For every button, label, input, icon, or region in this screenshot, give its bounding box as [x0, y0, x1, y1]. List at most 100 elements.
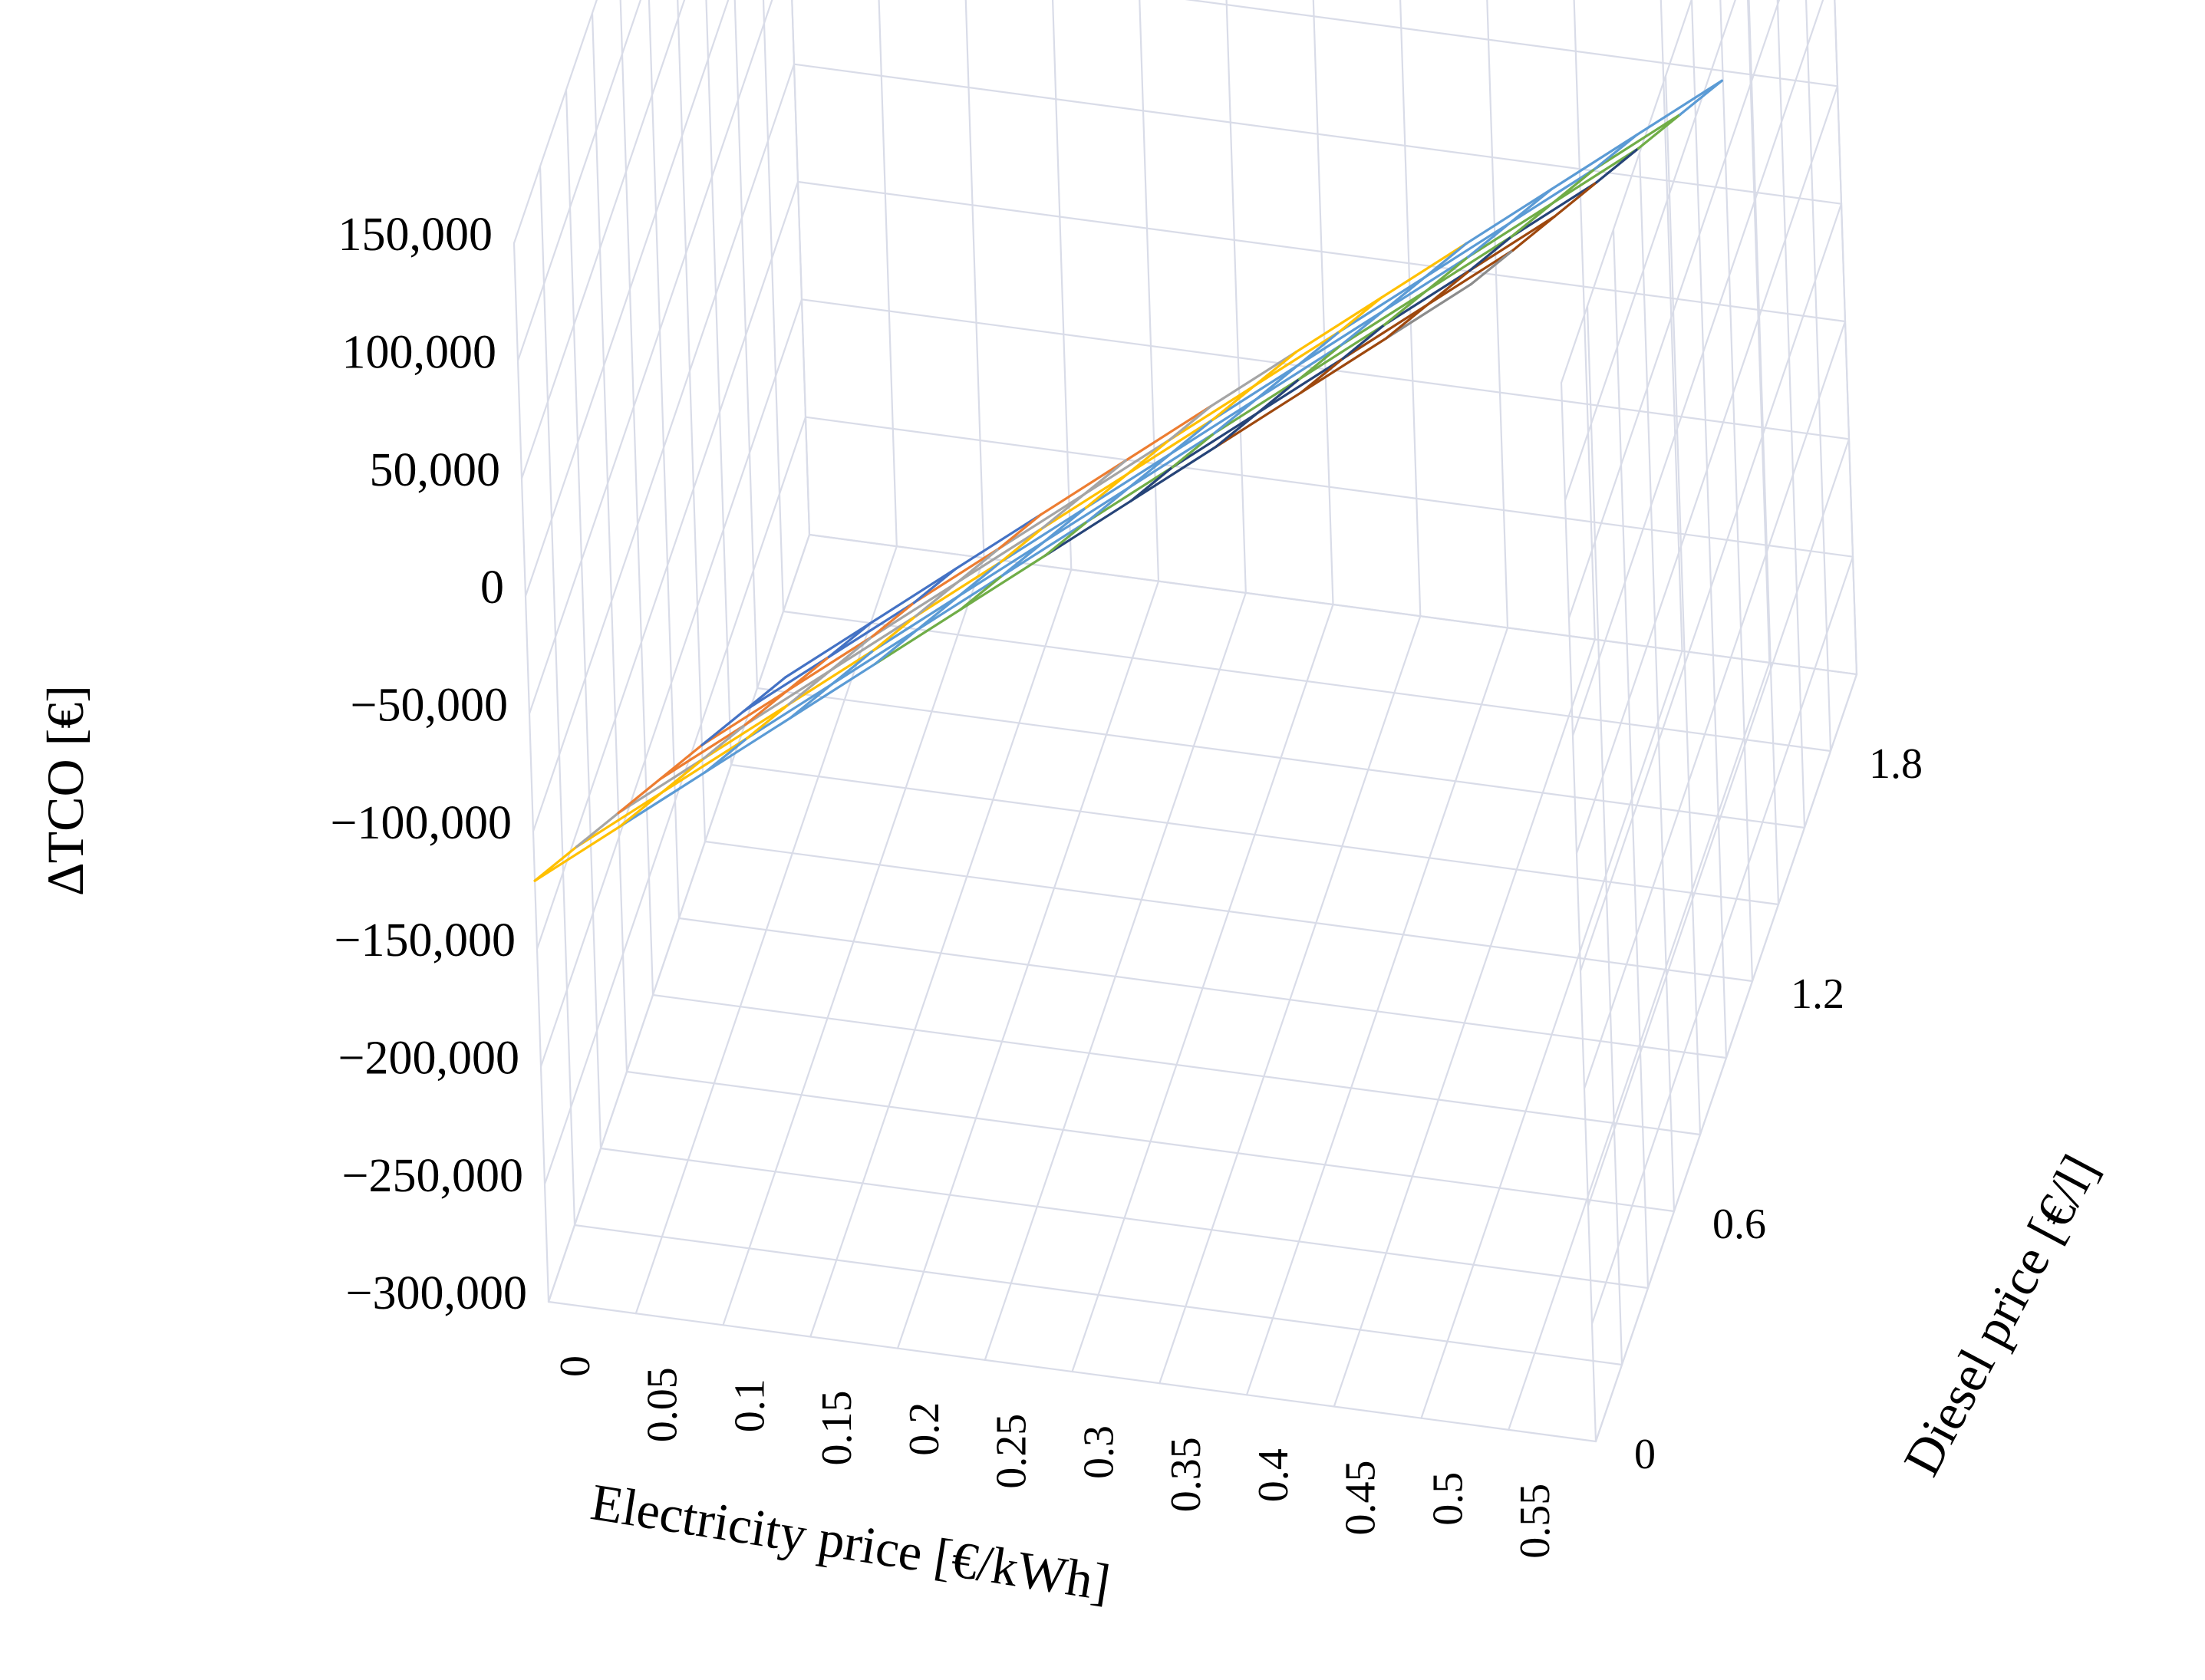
z-tick-label: 100,000: [342, 327, 497, 379]
left-wall-gridline-z: [536, 180, 799, 950]
surface-segment: [999, 506, 1087, 564]
surface-segment: [1253, 351, 1298, 387]
surface-segment: [618, 771, 707, 828]
right-wall-gridline-y: [1776, 0, 1806, 829]
surface-segment: [1041, 473, 1129, 530]
surface-segment: [743, 669, 832, 726]
surface-segment: [1168, 384, 1256, 442]
surface-segment: [1213, 377, 1301, 435]
floor-gridline-y: [704, 840, 1754, 983]
surface-segment: [957, 540, 1046, 598]
grid-layer: [513, 0, 1858, 1443]
surface-segment: [1256, 377, 1301, 414]
surface-segment: [1040, 459, 1128, 516]
surface-segment: [1384, 303, 1429, 340]
z-tick-label: 150,000: [338, 209, 493, 261]
right-wall-gridline-y: [1638, 151, 1676, 1213]
surface-segment: [1044, 499, 1132, 557]
surface-segment: [1426, 269, 1472, 306]
back-wall-gridline-x: [1225, 0, 1247, 594]
surface-segment: [1126, 418, 1215, 476]
surface-segment: [1043, 486, 1131, 543]
surface-segment: [1211, 364, 1300, 421]
right-wall-gridline-z: [1567, 0, 1781, 619]
surface-segment: [915, 574, 1004, 631]
left-wall-gridline-z: [528, 0, 773, 715]
surface-segment: [743, 689, 789, 726]
surface-segment: [999, 526, 1044, 564]
surface-segment: [1297, 344, 1343, 380]
surface-segment: [787, 669, 832, 706]
back-wall-gridline-x: [1747, 0, 1771, 664]
left-wall-gridline-z: [532, 63, 796, 832]
left-wall-gridline-y: [591, 12, 628, 1073]
back-wall-gridline-x: [1573, 0, 1596, 641]
surface-segment: [1211, 384, 1256, 421]
right-wall-gridline-y: [1748, 0, 1780, 906]
surface-segment: [786, 635, 874, 693]
right-wall-gridline-z: [1560, 0, 1692, 384]
back-wall-gridline-x: [1312, 0, 1334, 606]
surface-segment: [912, 567, 957, 604]
surface-segment: [871, 601, 915, 638]
surface-segment: [1297, 323, 1386, 380]
surface-segment: [872, 614, 917, 652]
surface-segment: [1044, 520, 1089, 557]
left-wall-gridline-z: [520, 0, 686, 479]
floor-gridline-y: [756, 687, 1806, 829]
z-tick-label: −250,000: [342, 1150, 523, 1202]
surface-segment: [915, 595, 961, 631]
left-wall-gridline-y: [705, 0, 733, 766]
floor-gridline-y: [782, 610, 1832, 753]
surface-segment: [912, 547, 1000, 604]
floor-gridline-y: [599, 1147, 1650, 1290]
back-wall-gridline-z: [804, 416, 1854, 558]
left-wall-gridline-y: [565, 88, 602, 1150]
surface-segment: [1468, 235, 1513, 272]
left-wall-gridline-z: [543, 416, 807, 1185]
z-axis-title: ∆TCO [€]: [36, 685, 94, 895]
surface-segment: [617, 777, 662, 815]
surface-segment: [1086, 486, 1131, 523]
surface-segment: [533, 845, 578, 882]
right-wall-gridline-z: [1564, 0, 1736, 502]
surface-segment: [1510, 201, 1555, 239]
surface-segment: [1129, 445, 1218, 502]
surface-segment: [575, 812, 620, 848]
surface-segment: [1083, 438, 1171, 496]
surface-segment: [1423, 242, 1468, 279]
surface-segment: [1126, 438, 1171, 476]
right-wall-gridline-y: [1719, 0, 1754, 983]
z-tick-label: −150,000: [335, 914, 516, 967]
surface-segment: [827, 621, 872, 659]
z-tick-label: 50,000: [370, 444, 501, 496]
surface-segment: [1340, 310, 1385, 347]
floor-gridline-y: [547, 1300, 1597, 1443]
surface-segment: [1300, 357, 1344, 394]
surface-segment: [914, 581, 959, 618]
right-wall-gridline-y: [1805, 0, 1832, 753]
surface-segment: [660, 736, 749, 794]
surface-segment: [1635, 79, 1723, 137]
surface-segment: [1468, 215, 1557, 272]
x-tick-label: 0.45: [1337, 1461, 1385, 1536]
right-wall-gridline-z: [1594, 673, 1858, 1443]
tick-layer: −300,000 −250,000 −200,000 −150,000 −100,000…: [331, 209, 1923, 1559]
surface-segment: [959, 574, 1004, 611]
left-wall-gridline-y: [648, 0, 681, 920]
right-wall-gridline-z: [1587, 438, 1851, 1207]
x-tick-label: 0.35: [1162, 1437, 1210, 1512]
back-wall-gridline-x: [878, 0, 898, 548]
left-wall-gridline-y: [539, 165, 576, 1227]
surface-segment: [1041, 492, 1086, 530]
surface-segment: [1215, 411, 1259, 449]
floor-gridline-y: [677, 917, 1728, 1059]
surface-segment: [1253, 330, 1341, 387]
back-wall-gridline-x: [1051, 0, 1073, 571]
surface-segment: [1129, 466, 1174, 502]
surface-segment: [997, 492, 1086, 550]
surface-segment: [787, 648, 875, 706]
surface-segment: [1168, 404, 1213, 442]
surface-segment: [1425, 255, 1470, 292]
surface-segment: [1084, 473, 1129, 509]
